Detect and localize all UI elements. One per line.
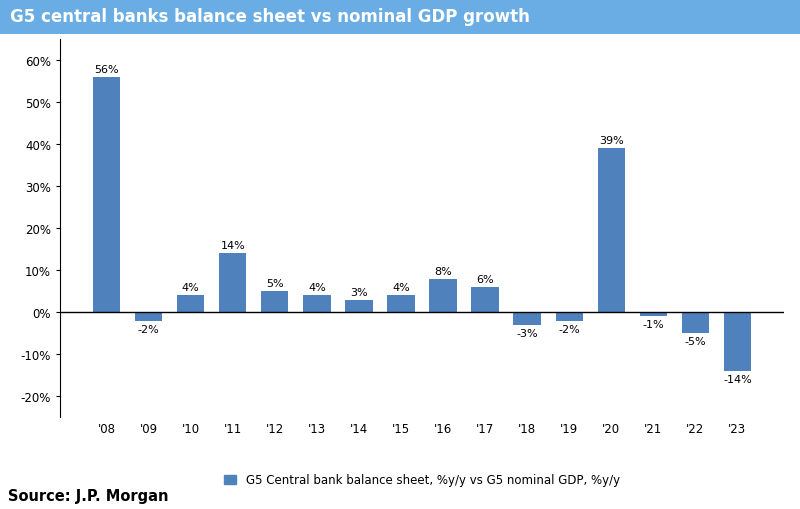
Bar xyxy=(682,313,709,333)
Legend: G5 Central bank balance sheet, %y/y vs G5 nominal GDP, %y/y: G5 Central bank balance sheet, %y/y vs G… xyxy=(219,469,625,491)
Text: G5 central banks balance sheet vs nominal GDP growth: G5 central banks balance sheet vs nomina… xyxy=(10,9,530,26)
Text: 56%: 56% xyxy=(94,65,119,75)
Bar xyxy=(471,288,498,313)
Bar xyxy=(135,313,162,321)
Bar xyxy=(346,300,373,313)
Bar xyxy=(430,279,457,313)
Text: 3%: 3% xyxy=(350,287,368,297)
Bar xyxy=(261,292,289,313)
Bar xyxy=(219,254,246,313)
Text: 4%: 4% xyxy=(392,283,410,293)
Bar xyxy=(598,149,625,313)
Bar xyxy=(514,313,541,325)
Bar xyxy=(177,296,204,313)
Text: 4%: 4% xyxy=(308,283,326,293)
Bar xyxy=(640,313,667,317)
Bar xyxy=(303,296,330,313)
Text: -1%: -1% xyxy=(642,320,664,330)
Bar xyxy=(724,313,751,371)
Text: 8%: 8% xyxy=(434,266,452,276)
Bar xyxy=(387,296,414,313)
Text: 39%: 39% xyxy=(599,136,624,146)
Text: -14%: -14% xyxy=(723,374,752,384)
Text: Source: J.P. Morgan: Source: J.P. Morgan xyxy=(8,488,169,503)
Text: 4%: 4% xyxy=(182,283,199,293)
Bar xyxy=(555,313,583,321)
Bar xyxy=(93,78,120,313)
Text: -5%: -5% xyxy=(685,336,706,347)
Text: -2%: -2% xyxy=(558,324,580,334)
Text: -2%: -2% xyxy=(138,324,159,334)
Text: 5%: 5% xyxy=(266,279,284,289)
Text: -3%: -3% xyxy=(516,328,538,338)
Text: 6%: 6% xyxy=(476,274,494,285)
Text: 14%: 14% xyxy=(220,241,245,251)
